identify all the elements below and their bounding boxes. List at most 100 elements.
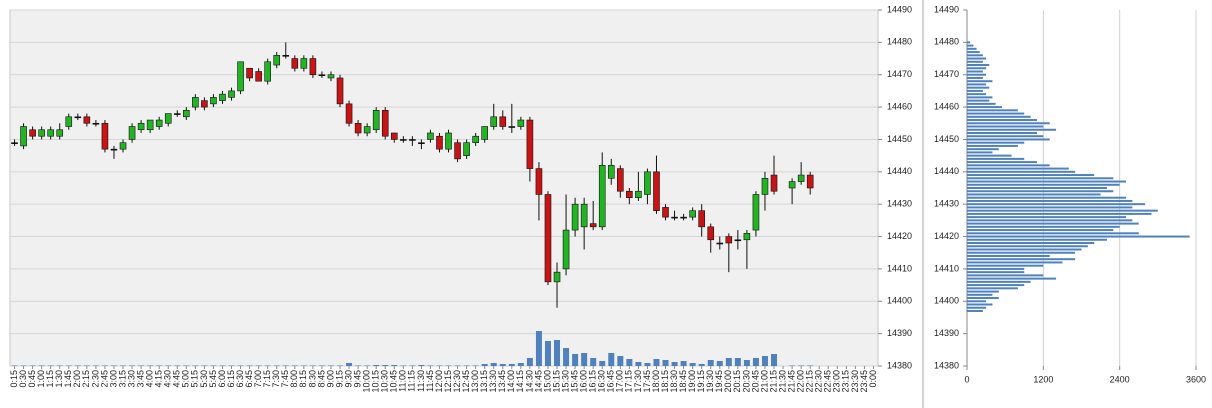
candle-body <box>761 177 769 195</box>
bar <box>967 219 1133 222</box>
bar <box>967 131 1037 134</box>
x-tick-label: 16:15 <box>588 370 598 393</box>
candle-body <box>237 61 244 92</box>
volume-bar <box>282 365 289 366</box>
volume-bar <box>400 365 407 366</box>
candle-body <box>363 126 371 134</box>
x-tick-label: 21:30 <box>777 370 787 393</box>
bar <box>967 167 1069 170</box>
volume-bar <box>47 365 54 366</box>
candle-body <box>47 129 54 137</box>
x-tick-label: 13:45 <box>497 370 507 393</box>
candle-body <box>436 135 443 150</box>
x-tick-label: 20:30 <box>741 370 751 393</box>
bar <box>967 258 1076 261</box>
x-tick-label: 10:00 <box>362 370 372 393</box>
x-tick-label: 1:30 <box>54 370 64 388</box>
x-tick-label: 9:45 <box>352 370 362 388</box>
bar <box>967 128 1057 131</box>
volume-bar <box>626 359 633 366</box>
x-tick-label: 1:00 <box>36 370 46 388</box>
candle-body <box>797 174 805 182</box>
candle-body <box>74 116 82 119</box>
x-tick-label: 21:45 <box>786 370 796 393</box>
volume-bar <box>210 365 217 366</box>
candle-body <box>607 165 615 179</box>
x-tick-label: 17:45 <box>642 370 652 393</box>
volume-bar <box>147 365 154 366</box>
x-tick-label: 23:30 <box>850 370 860 393</box>
x-tick-label: 15:15 <box>551 370 561 393</box>
x-tick-label: 12:45 <box>461 370 471 393</box>
candle-body <box>617 168 624 192</box>
bar <box>967 70 983 73</box>
bar <box>967 235 1190 238</box>
volume-bar <box>798 365 805 366</box>
volume-bar <box>346 363 353 366</box>
candle-body <box>544 194 552 283</box>
candle-body <box>219 93 226 101</box>
candle-body <box>472 135 479 143</box>
x-tick-label: 3600 <box>1186 374 1206 384</box>
y-tick-label: 14410 <box>934 263 959 273</box>
candle-body <box>65 116 73 127</box>
x-tick-label: 11:45 <box>425 370 435 392</box>
y-tick-label: 14390 <box>934 328 959 338</box>
x-tick-label: 6:15 <box>226 370 236 388</box>
bar <box>967 135 1044 138</box>
bar <box>967 106 1002 109</box>
bar <box>967 206 1133 209</box>
x-tick-label: 9:00 <box>325 370 335 388</box>
bar <box>967 125 1044 128</box>
x-tick-label: 20:00 <box>723 370 733 393</box>
x-tick-label: 16:00 <box>579 370 589 393</box>
y-tick-label: 14430 <box>887 199 912 209</box>
bar <box>967 300 987 303</box>
x-tick-label: 21:15 <box>768 370 778 393</box>
x-tick-label: 7:30 <box>271 370 281 388</box>
volume-bar <box>129 365 136 366</box>
x-tick-label: 3:45 <box>135 370 145 388</box>
bar <box>967 174 1095 177</box>
x-tick-label: 14:45 <box>533 370 543 393</box>
x-tick-label: 17:15 <box>624 370 634 393</box>
x-tick-label: 6:45 <box>244 370 254 388</box>
x-tick-label: 6:00 <box>217 370 227 388</box>
volume-bar <box>110 365 117 366</box>
bar <box>967 47 977 50</box>
candle-body <box>29 129 36 137</box>
x-tick-label: 19:15 <box>696 370 706 393</box>
y-tick-label: 14470 <box>887 69 912 79</box>
x-tick-label: 4:30 <box>163 370 173 388</box>
y-tick-label: 14420 <box>887 231 912 241</box>
volume-bar <box>427 365 434 366</box>
x-tick-label: 0 <box>964 374 969 384</box>
volume-bar <box>174 365 181 366</box>
candle-body <box>354 122 362 134</box>
bar <box>967 73 987 76</box>
x-tick-label: 0:00 <box>868 370 878 388</box>
candle-body <box>273 55 281 66</box>
bar <box>967 54 983 57</box>
volume-bar <box>789 365 796 366</box>
volume-bar <box>183 365 190 366</box>
x-tick-label: 8:30 <box>307 370 317 388</box>
volume-bar <box>237 365 244 366</box>
x-tick-label: 16:45 <box>606 370 616 393</box>
y-tick-label: 14460 <box>887 101 912 111</box>
volume-bar <box>83 365 90 366</box>
x-tick-label: 4:00 <box>145 370 155 388</box>
x-tick-label: 3:30 <box>126 370 136 388</box>
candle-body <box>56 129 64 137</box>
volume-bar <box>228 365 235 366</box>
bar <box>967 187 1107 189</box>
candle-body <box>689 210 696 218</box>
volume-bar <box>499 364 506 366</box>
candle-body <box>499 116 507 127</box>
candle-body <box>707 226 715 241</box>
x-tick-label: 11:00 <box>398 370 408 392</box>
bar <box>967 138 1050 141</box>
candle-body <box>463 142 470 156</box>
x-tick-label: 12:15 <box>443 370 453 393</box>
bar <box>967 41 971 44</box>
